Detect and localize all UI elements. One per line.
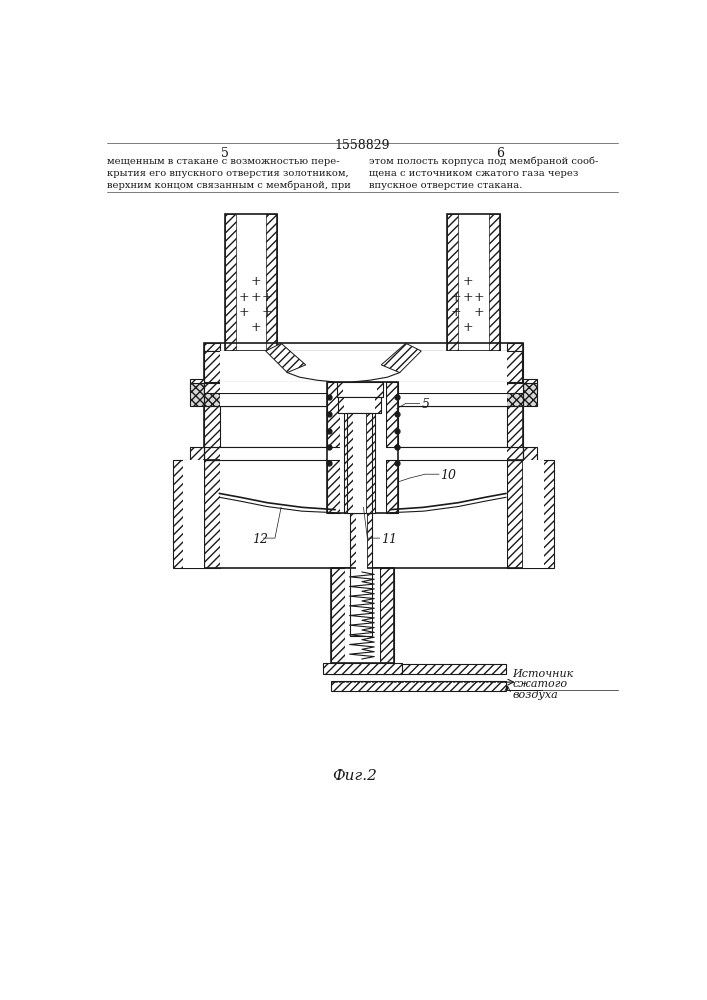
Bar [204, 460, 523, 568]
Bar [182, 460, 204, 568]
Bar [204, 447, 523, 460]
Text: +: + [474, 291, 484, 304]
Text: +: + [262, 291, 273, 304]
Bar [219, 351, 507, 395]
Bar [190, 447, 204, 460]
Bar [354, 413, 366, 513]
Bar [344, 382, 351, 513]
Text: +: + [462, 275, 473, 288]
Bar [523, 460, 544, 568]
Bar [204, 460, 219, 568]
Polygon shape [266, 343, 305, 373]
Bar [508, 460, 523, 568]
Bar [337, 382, 382, 397]
Bar [219, 447, 508, 460]
Text: +: + [462, 291, 473, 304]
Bar [324, 663, 402, 674]
Text: +: + [450, 291, 461, 304]
Polygon shape [381, 343, 421, 373]
Bar [331, 568, 345, 663]
Bar [219, 460, 508, 568]
Bar [347, 413, 354, 513]
Text: +: + [474, 306, 484, 319]
Text: +: + [262, 306, 273, 319]
Bar [458, 214, 489, 351]
Bar [489, 214, 500, 351]
Bar [204, 383, 523, 406]
Bar [225, 214, 277, 351]
Bar [343, 382, 377, 397]
Bar [327, 382, 398, 513]
Bar [204, 343, 219, 450]
Text: 1558829: 1558829 [334, 139, 390, 152]
Bar [331, 664, 506, 674]
Bar [356, 513, 366, 636]
Bar [351, 513, 356, 636]
Bar [448, 214, 500, 351]
Bar [344, 397, 375, 413]
Bar [351, 513, 372, 636]
Text: 10: 10 [440, 469, 457, 482]
Bar [204, 383, 523, 406]
Bar [351, 382, 369, 513]
Bar [204, 447, 523, 460]
Text: 11: 11 [381, 533, 397, 546]
Bar [523, 379, 537, 392]
Bar [338, 397, 381, 413]
Text: +: + [250, 275, 261, 288]
Bar [344, 382, 375, 513]
Bar [204, 351, 522, 395]
Bar [331, 681, 506, 691]
Text: +: + [450, 306, 461, 319]
Text: 5: 5 [421, 398, 429, 411]
Bar [448, 214, 458, 351]
Bar [173, 460, 204, 568]
Bar [448, 214, 500, 351]
Bar [219, 382, 508, 393]
Bar [347, 413, 372, 513]
Bar [338, 397, 381, 413]
Bar [190, 379, 204, 392]
Text: +: + [239, 306, 250, 319]
Bar [204, 351, 522, 395]
Text: этом полость корпуса под мембраной сооб-
щена с источником сжатого газа через
вп: этом полость корпуса под мембраной сооб-… [369, 157, 598, 190]
Text: Фиг.2: Фиг.2 [332, 769, 377, 783]
Bar [190, 383, 204, 406]
Bar [219, 383, 508, 406]
Bar [380, 568, 395, 663]
Text: +: + [462, 321, 473, 334]
Bar [225, 214, 277, 351]
Bar [508, 343, 523, 450]
Bar [523, 383, 537, 406]
Bar [523, 447, 537, 460]
Bar [331, 568, 395, 663]
Text: +: + [250, 291, 261, 304]
Bar [339, 382, 386, 513]
Bar [204, 343, 523, 450]
Bar [225, 214, 235, 351]
Bar [267, 214, 277, 351]
Text: +: + [239, 291, 250, 304]
Text: сжатого: сжатого [512, 679, 567, 689]
Text: 12: 12 [252, 533, 268, 546]
Bar [204, 382, 523, 393]
Bar [337, 382, 382, 397]
Bar [369, 382, 375, 513]
Bar [219, 343, 508, 450]
Text: 5: 5 [221, 147, 229, 160]
Text: Источник: Источник [512, 669, 573, 679]
Bar [523, 460, 554, 568]
Bar [386, 382, 398, 513]
Bar [235, 214, 267, 351]
Bar [366, 413, 372, 513]
Text: мещенным в стакане с возможностью пере-
крытия его впускного отверстия золотнико: мещенным в стакане с возможностью пере- … [107, 157, 351, 190]
Text: воздуха: воздуха [512, 690, 558, 700]
Bar [345, 568, 380, 663]
Text: 6: 6 [496, 147, 504, 160]
Bar [366, 513, 372, 636]
Text: +: + [250, 321, 261, 334]
Bar [327, 382, 339, 513]
